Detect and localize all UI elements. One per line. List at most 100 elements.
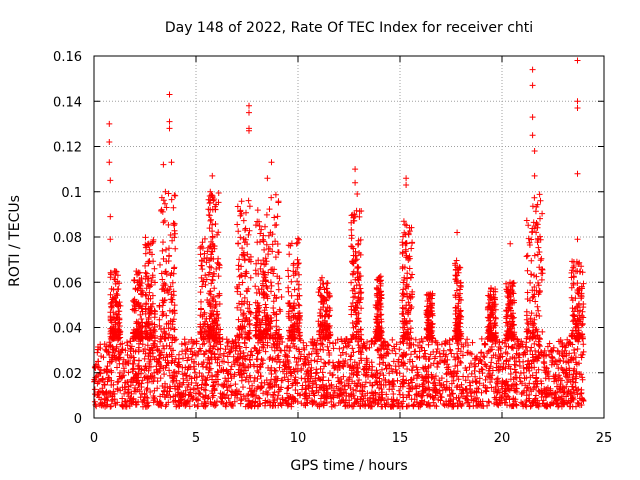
data-point (146, 349, 153, 356)
data-point (464, 336, 471, 343)
data-point (184, 357, 191, 364)
data-point (194, 403, 201, 410)
data-point (422, 385, 429, 392)
data-point (293, 345, 300, 352)
data-point (106, 374, 113, 381)
data-point (449, 390, 456, 397)
data-point (125, 369, 132, 376)
data-point (282, 351, 289, 358)
data-point (256, 401, 263, 408)
data-point (265, 381, 271, 388)
data-point (468, 360, 474, 367)
data-point (221, 358, 227, 365)
data-point (369, 363, 376, 370)
data-point (552, 395, 559, 402)
data-point (157, 393, 164, 400)
data-point (494, 375, 501, 382)
data-point (315, 374, 322, 381)
data-point (144, 395, 151, 401)
data-point (275, 402, 282, 409)
data-point (447, 347, 454, 354)
data-point (246, 400, 253, 406)
data-point (207, 365, 214, 372)
data-point (151, 387, 158, 394)
data-point (250, 361, 257, 368)
data-point (532, 356, 539, 363)
data-point (474, 353, 480, 360)
data-point (559, 341, 566, 348)
data-point (350, 403, 357, 410)
data-point (217, 345, 224, 352)
data-point (233, 345, 240, 352)
data-point (399, 353, 406, 360)
data-point (390, 378, 397, 385)
data-point (346, 402, 353, 409)
data-point (400, 379, 407, 386)
data-point (238, 396, 245, 403)
data-point (500, 379, 506, 386)
data-point (202, 392, 209, 399)
data-point (189, 396, 196, 403)
data-point (154, 358, 161, 365)
data-point (96, 364, 103, 371)
data-point (458, 341, 465, 348)
data-point (406, 342, 413, 348)
data-point (361, 342, 368, 349)
data-point (555, 402, 562, 409)
data-point (431, 402, 438, 409)
data-point (163, 401, 170, 408)
data-point (192, 390, 199, 397)
data-point (492, 384, 499, 390)
data-point (274, 396, 281, 402)
data-point (155, 402, 162, 409)
data-point (229, 338, 236, 345)
data-point (559, 393, 565, 400)
data-point (356, 377, 362, 383)
data-point (422, 365, 429, 372)
data-point (413, 353, 420, 360)
data-point (309, 388, 316, 394)
data-point (438, 341, 445, 348)
data-point (451, 354, 458, 360)
data-point (281, 374, 288, 381)
data-point (155, 359, 162, 366)
data-point (127, 382, 134, 389)
data-point (522, 382, 529, 389)
data-point (303, 385, 310, 391)
data-point (573, 370, 580, 377)
data-point (412, 336, 419, 343)
data-point (298, 365, 305, 372)
data-point (188, 375, 195, 382)
data-point (569, 383, 575, 390)
data-point (105, 343, 112, 350)
data-point (383, 351, 390, 357)
data-point (206, 361, 213, 367)
data-point (544, 384, 551, 391)
data-point (433, 348, 440, 355)
data-point (222, 375, 229, 382)
data-point (179, 348, 186, 355)
data-point (287, 393, 294, 400)
data-point (172, 355, 179, 362)
data-point (346, 374, 353, 381)
data-point (139, 341, 146, 348)
data-point (112, 400, 119, 407)
data-point (166, 367, 173, 374)
data-point (570, 371, 577, 378)
data-point (531, 364, 538, 371)
data-point (353, 368, 360, 375)
data-point (473, 388, 480, 395)
data-point (466, 364, 473, 371)
data-point (456, 386, 463, 393)
data-point (372, 399, 379, 406)
data-points (91, 57, 587, 410)
data-point (281, 362, 288, 369)
data-point (173, 377, 180, 384)
data-point (130, 375, 137, 382)
data-point (486, 399, 493, 406)
data-point (362, 392, 369, 399)
data-point (198, 400, 205, 407)
data-point (412, 348, 419, 355)
data-point (206, 367, 213, 373)
data-point (258, 379, 265, 386)
